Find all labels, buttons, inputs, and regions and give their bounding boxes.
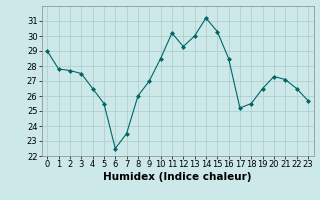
X-axis label: Humidex (Indice chaleur): Humidex (Indice chaleur): [103, 172, 252, 182]
